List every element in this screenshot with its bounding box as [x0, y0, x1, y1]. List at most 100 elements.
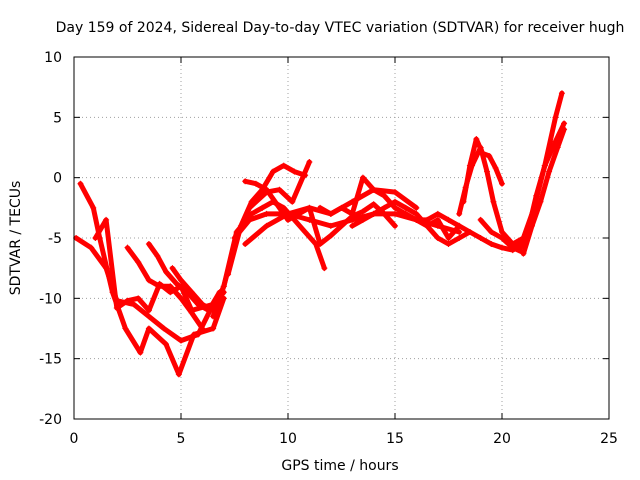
- data-point: [225, 271, 232, 278]
- data-point: [488, 228, 495, 235]
- data-point: [359, 208, 366, 215]
- data-point: [554, 144, 561, 151]
- data-point: [473, 136, 480, 143]
- series-line: [516, 120, 567, 253]
- data-point: [456, 228, 463, 235]
- data-point: [122, 325, 129, 332]
- data-point: [88, 244, 95, 251]
- data-point: [246, 216, 253, 223]
- data-point: [173, 280, 180, 287]
- data-point: [434, 210, 441, 217]
- y-tick-label: 10: [44, 50, 62, 66]
- data-point: [276, 186, 283, 193]
- data-point: [188, 309, 195, 316]
- data-point: [445, 216, 452, 223]
- data-point: [499, 235, 505, 241]
- x-tick-label: 15: [386, 431, 404, 447]
- data-point: [263, 210, 270, 217]
- x-tick-label: 0: [70, 431, 79, 447]
- data-point: [381, 210, 388, 217]
- series-track-16: [460, 136, 505, 205]
- series-line: [317, 175, 462, 241]
- data-point: [317, 241, 324, 248]
- data-point: [291, 168, 298, 175]
- data-point: [156, 283, 163, 290]
- data-point: [359, 216, 366, 223]
- data-point: [445, 235, 452, 241]
- data-point: [381, 204, 388, 211]
- data-point: [145, 325, 152, 332]
- data-point: [466, 162, 473, 169]
- data-point: [413, 204, 420, 211]
- data-point: [248, 198, 255, 205]
- data-point: [167, 283, 174, 290]
- data-point: [145, 277, 152, 284]
- y-tick-label: -15: [39, 352, 62, 368]
- y-tick-label: -10: [39, 291, 62, 307]
- data-point: [113, 304, 120, 311]
- series-track-20: [520, 126, 568, 257]
- data-point: [135, 259, 142, 266]
- data-point: [413, 216, 420, 223]
- data-point: [370, 201, 377, 208]
- data-point: [327, 210, 334, 217]
- data-point: [402, 204, 409, 211]
- data-point: [492, 165, 499, 172]
- data-point: [92, 235, 99, 241]
- data-point: [370, 210, 377, 217]
- data-point: [306, 204, 313, 211]
- series-track-4: [124, 244, 206, 332]
- data-point: [413, 210, 420, 217]
- series-line: [349, 199, 473, 247]
- data-point: [499, 228, 505, 235]
- plot-frame: [73, 56, 610, 420]
- data-point: [327, 222, 334, 229]
- data-point: [516, 247, 523, 254]
- y-tick-label: 5: [53, 110, 62, 126]
- series-line: [225, 163, 308, 277]
- data-point: [90, 204, 97, 211]
- data-point: [558, 90, 565, 97]
- data-point: [477, 235, 484, 241]
- data-point: [499, 244, 505, 251]
- data-point: [466, 228, 473, 235]
- data-point: [302, 228, 309, 235]
- data-point: [210, 313, 217, 320]
- data-point: [359, 174, 366, 181]
- series-line: [242, 178, 419, 223]
- data-point: [392, 204, 398, 211]
- data-point: [270, 168, 277, 175]
- data-point: [154, 253, 161, 260]
- data-point: [509, 241, 516, 248]
- data-point: [541, 162, 548, 169]
- data-point: [248, 210, 255, 217]
- data-point: [210, 325, 217, 332]
- data-point: [456, 235, 463, 241]
- data-point: [456, 222, 463, 229]
- data-point: [349, 210, 356, 217]
- data-point: [302, 172, 309, 179]
- data-point: [231, 235, 238, 241]
- data-point: [434, 216, 441, 223]
- data-point: [434, 235, 441, 241]
- data-point: [456, 210, 463, 217]
- data-point: [137, 349, 144, 356]
- data-point: [220, 283, 227, 290]
- data-point: [163, 341, 170, 348]
- data-point: [381, 192, 388, 199]
- data-point: [124, 244, 131, 251]
- data-point: [145, 313, 152, 320]
- data-point: [188, 289, 195, 296]
- data-point: [537, 198, 544, 205]
- data-point: [370, 186, 377, 193]
- data-point: [533, 192, 540, 199]
- data-point: [488, 241, 495, 248]
- x-tick-label: 20: [493, 431, 511, 447]
- data-point: [135, 295, 142, 302]
- data-point: [520, 250, 527, 257]
- data-point: [479, 150, 486, 157]
- data-point: [263, 222, 270, 229]
- data-point: [392, 198, 398, 205]
- data-point: [190, 331, 197, 338]
